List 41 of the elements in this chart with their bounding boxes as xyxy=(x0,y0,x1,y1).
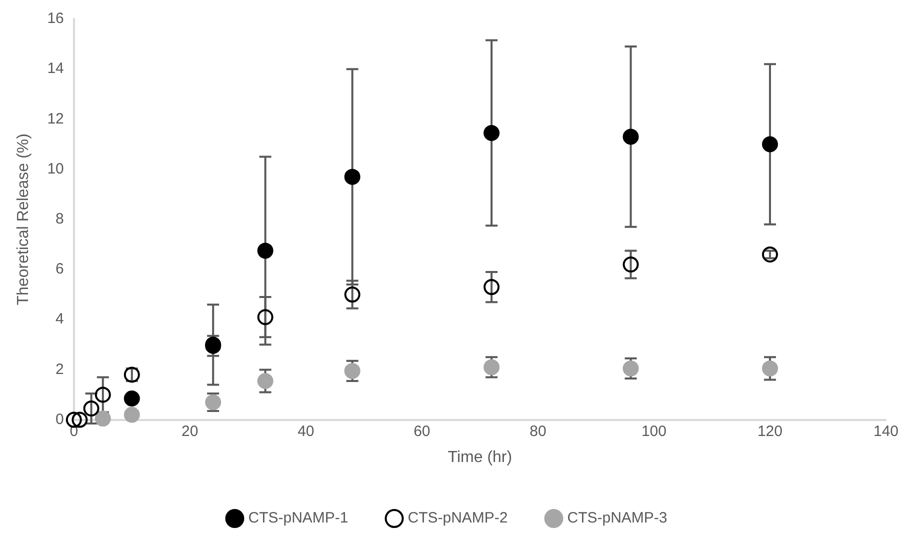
legend-label: CTS-pNAMP-3 xyxy=(567,510,668,527)
x-tick-label: 20 xyxy=(182,422,198,440)
point xyxy=(762,246,778,262)
point xyxy=(257,309,274,326)
point xyxy=(762,360,778,376)
y-tick-label: 8 xyxy=(56,210,64,228)
point xyxy=(124,390,140,407)
y-tick-label: 16 xyxy=(47,10,64,28)
point xyxy=(484,359,500,376)
point xyxy=(762,136,778,152)
y-tick-label: 10 xyxy=(47,160,64,178)
point xyxy=(344,168,360,185)
y-tick-label: 0 xyxy=(56,410,64,428)
point xyxy=(344,362,360,379)
y-tick-label: 2 xyxy=(56,360,64,378)
x-tick-label: 60 xyxy=(414,422,430,440)
point xyxy=(344,286,360,303)
point xyxy=(124,406,140,423)
point xyxy=(94,410,111,427)
legend-label: CTS-pNAMP-2 xyxy=(408,510,508,527)
y-tick-label: 6 xyxy=(56,260,64,278)
point xyxy=(94,386,111,403)
y-axis-title: Theoretical Release (%) xyxy=(15,134,32,306)
x-axis-title: Time (hr) xyxy=(448,448,512,466)
point xyxy=(257,372,274,389)
x-tick-label: 120 xyxy=(757,422,782,440)
point xyxy=(622,128,639,145)
point xyxy=(257,242,274,259)
y-tick-label: 14 xyxy=(47,60,64,78)
x-tick-label: 80 xyxy=(530,422,546,440)
point xyxy=(484,124,500,141)
legend-label: CTS-pNAMP-1 xyxy=(248,510,348,527)
point xyxy=(622,360,639,376)
point xyxy=(622,256,639,272)
y-tick-label: 4 xyxy=(56,310,64,328)
x-tick-label: 40 xyxy=(298,422,314,440)
y-tick-label: 12 xyxy=(47,110,64,128)
point xyxy=(83,400,100,417)
point xyxy=(484,279,500,296)
x-tick-label: 140 xyxy=(873,422,899,440)
x-tick-label: 100 xyxy=(641,422,666,440)
